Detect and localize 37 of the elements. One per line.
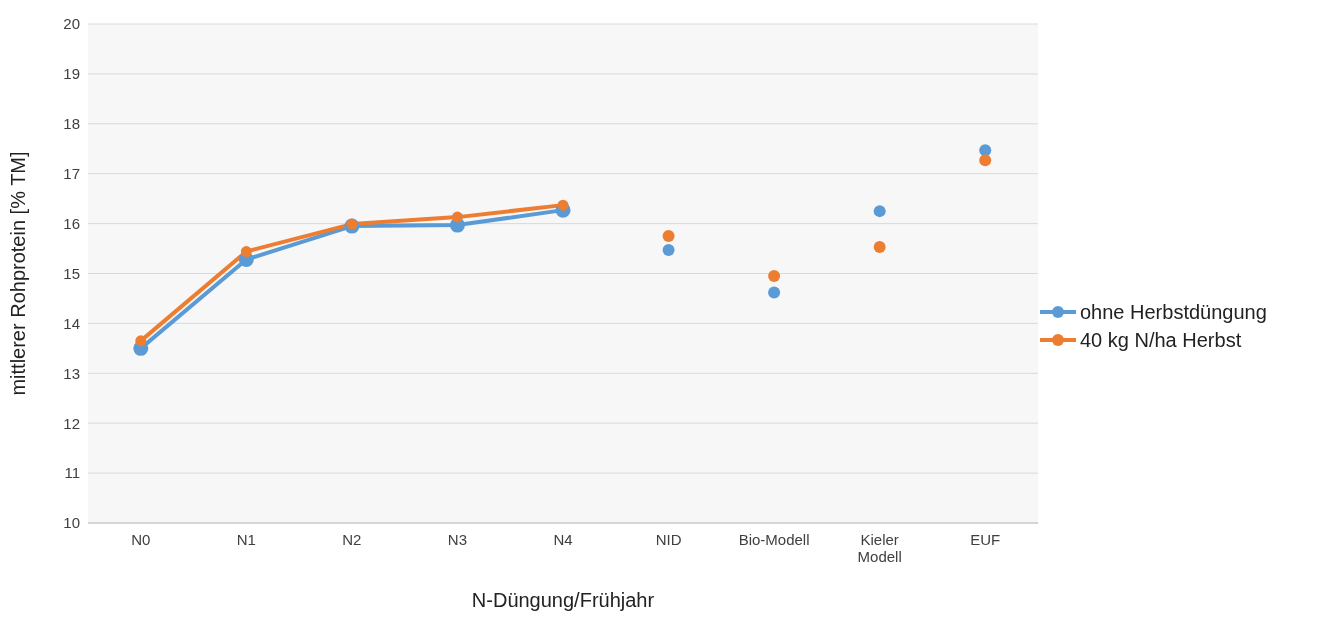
point [979, 144, 992, 157]
x-tick-label: N0 [131, 531, 151, 548]
point [662, 244, 675, 257]
x-tick-label: N1 [236, 531, 256, 548]
point [240, 246, 252, 258]
x-tick-label: EUF [970, 531, 1001, 548]
y-tick-label: 13 [63, 364, 80, 382]
y-tick-label: 10 [63, 514, 80, 532]
y-tick-label: 19 [63, 65, 80, 83]
point [873, 205, 886, 218]
point [135, 335, 147, 347]
y-tick-label: 17 [63, 165, 80, 183]
legend-label: ohne Herbstdüngung [1080, 300, 1267, 324]
y-tick-label: 14 [63, 314, 80, 332]
point [979, 154, 992, 167]
point [346, 218, 358, 230]
y-tick-label: 12 [63, 414, 80, 432]
y-tick-label: 20 [63, 15, 80, 33]
x-tick-label: N2 [342, 531, 362, 548]
point [662, 230, 675, 243]
legend-label: 40 kg N/ha Herbst [1080, 328, 1242, 352]
point [873, 241, 886, 254]
point [451, 211, 463, 223]
x-tick-label: Bio-Modell [738, 531, 810, 548]
y-tick-label: 16 [63, 214, 80, 232]
y-axis-title: mittlerer Rohprotein [% TM] [7, 151, 30, 396]
y-tick-label: 11 [64, 464, 80, 482]
x-tick-label: Kieler Modell [857, 531, 902, 565]
x-tick-label: NID [655, 531, 682, 548]
y-tick-label: 15 [63, 264, 80, 282]
x-tick-label: N4 [553, 531, 573, 548]
point [768, 286, 781, 299]
x-axis-title: N-Düngung/Frühjahr [471, 589, 655, 612]
y-tick-label: 18 [63, 115, 80, 133]
point [557, 199, 569, 211]
x-tick-label: N3 [447, 531, 468, 548]
point [768, 270, 781, 282]
